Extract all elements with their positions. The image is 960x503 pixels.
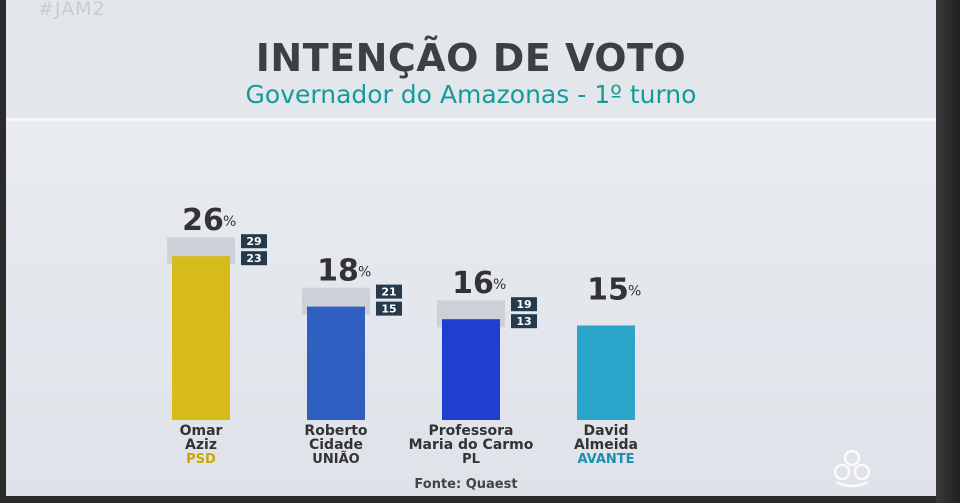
value-label: 15 (587, 273, 629, 308)
percent-sign: % (493, 277, 506, 293)
chart-subtitle: Governador do Amazonas - 1º turno (245, 80, 697, 109)
chart-title: INTENÇÃO DE VOTO (255, 36, 687, 80)
range-box (376, 301, 402, 316)
party-label: AVANTE (577, 452, 634, 467)
value-label: 18 (317, 254, 359, 289)
candidate-name: Aziz (185, 437, 217, 453)
upper-bound-label: 21 (381, 286, 396, 299)
percent-sign: % (358, 265, 371, 281)
bar-4 (577, 325, 635, 420)
network-logo-icon (833, 449, 871, 488)
candidate-name: Omar (180, 423, 223, 439)
lower-bound-label: 23 (246, 252, 261, 265)
party-label: PL (462, 452, 480, 467)
candidate-name: Professora (428, 423, 513, 439)
range-box (376, 284, 402, 299)
bar-2 (307, 306, 365, 420)
lower-bound-label: 15 (381, 303, 396, 316)
tv-bezel (936, 0, 960, 503)
bar-3 (442, 319, 500, 420)
candidate-name: Almeida (574, 437, 638, 453)
percent-sign: % (223, 214, 236, 230)
title-band (6, 0, 936, 121)
party-label: PSD (186, 452, 216, 467)
candidate-name: Roberto (304, 423, 368, 439)
bar-1 (172, 256, 230, 420)
value-label: 26 (182, 203, 224, 238)
range-box (241, 251, 267, 266)
percent-sign: % (628, 284, 641, 300)
tv-screen: #JAM2 INTENÇÃO DE VOTO Governador do Ama… (6, 0, 936, 496)
candidate-name: Maria do Carmo (409, 437, 534, 453)
candidate-name: David (583, 423, 628, 439)
range-box (511, 314, 537, 329)
candidate-name: Cidade (309, 437, 363, 453)
range-box (241, 234, 267, 249)
source-note: Fonte: Quaest (414, 477, 518, 492)
party-label: UNIÃO (312, 451, 359, 467)
value-label: 16 (452, 266, 494, 301)
upper-bound-label: 19 (516, 298, 531, 311)
program-hashtag: #JAM2 (38, 0, 106, 20)
upper-bound-label: 29 (246, 235, 261, 248)
range-box (511, 297, 537, 312)
lower-bound-label: 13 (516, 315, 531, 328)
